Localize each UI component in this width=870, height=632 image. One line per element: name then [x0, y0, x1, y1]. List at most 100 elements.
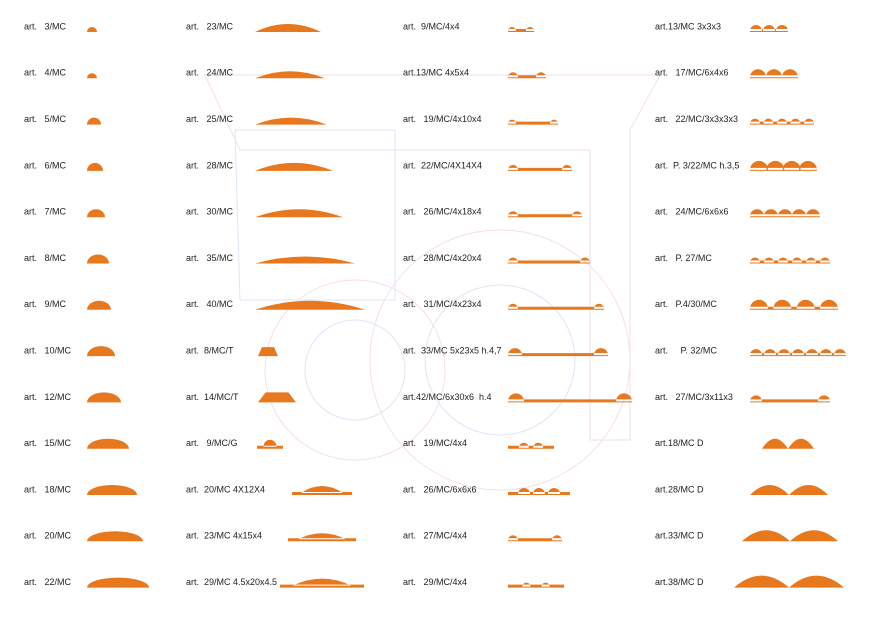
profile-label: art. 19/MC/4x4 [403, 438, 467, 448]
profile-label: art. 14/MC/T [186, 392, 239, 402]
profile-label: art.42/MC/6x30x6 h.4 [403, 392, 492, 402]
profile-label: art. 28/MC/4x20x4 [403, 253, 482, 263]
profile-label: art. 7/MC [24, 207, 67, 217]
profile-label: art.13/MC 3x3x3 [655, 21, 721, 31]
profile-label: art. 10/MC [24, 345, 72, 355]
profile-drawing [750, 395, 831, 403]
profile-label: art. 26/MC/6x6x6 [403, 484, 477, 494]
profile-label: art. 9/MC [24, 299, 67, 309]
profile-label: art. 35/MC [186, 253, 234, 263]
profile-label: art. 9/MC/G [186, 438, 238, 448]
profile-label: art. 40/MC [186, 299, 234, 309]
profile-drawing [762, 438, 814, 449]
profile-drawing [87, 300, 111, 310]
profile-drawing [750, 209, 820, 218]
profile-drawing [87, 577, 149, 588]
profile-drawing [508, 164, 572, 171]
profile-drawing [292, 486, 352, 495]
profile-drawing [508, 303, 604, 310]
profile-drawing [750, 349, 846, 357]
profile-label: art. 22/MC [24, 577, 72, 587]
profile-label: art. 12/MC [24, 392, 72, 402]
profile-drawing [258, 392, 296, 403]
profile-drawing [750, 257, 830, 264]
profile-label: art. 15/MC [24, 438, 72, 448]
profile-drawing [508, 442, 554, 449]
profile-label: art. 26/MC/4x18x4 [403, 207, 482, 217]
profile-label: art. 3/MC [24, 21, 67, 31]
profile-drawing [87, 392, 121, 403]
profile-drawing [508, 257, 590, 264]
profile-drawing [508, 582, 564, 588]
profile-label: art. 18/MC [24, 484, 72, 494]
profile-drawing [87, 162, 103, 171]
profile-label: art. 20/MC 4X12X4 [186, 484, 265, 494]
profile-drawing [87, 27, 97, 32]
profile-label: art. 24/MC [186, 68, 234, 78]
profile-drawing [87, 531, 143, 542]
profile-label: art. P. 32/MC [655, 345, 717, 355]
profile-drawing [750, 118, 814, 125]
profile-label: art. 17/MC/6x4x6 [655, 68, 729, 78]
profile-drawing [508, 393, 632, 403]
profile-drawing [87, 438, 129, 449]
profile-drawing [508, 72, 546, 79]
profile-label: art.38/MC D [655, 577, 704, 587]
profile-drawing [750, 299, 838, 310]
profile-label: art. 6/MC [24, 160, 67, 170]
profile-drawing [750, 25, 788, 32]
profile-label: art. 20/MC [24, 531, 72, 541]
profile-drawing [742, 530, 838, 542]
profile-drawing [508, 348, 608, 357]
profile-label: art. 29/MC 4.5x20x4.5 [186, 577, 277, 587]
profile-label: art. 25/MC [186, 114, 234, 124]
profile-drawing [87, 117, 101, 125]
profile-drawing [280, 578, 364, 588]
profile-label: art. 28/MC [186, 160, 234, 170]
profile-label: art. 30/MC [186, 207, 234, 217]
profile-drawing [255, 117, 327, 125]
profile-label: art. 27/MC/3x11x3 [655, 392, 733, 402]
profile-label: art. 22/MC/3x3x3x3 [655, 114, 738, 124]
profile-drawing [508, 211, 582, 218]
profile-drawing [87, 346, 115, 357]
profile-drawing [508, 119, 558, 125]
profile-label: art. P. 3/22/MC h.3,5 [655, 160, 739, 170]
profile-label: art.28/MC D [655, 484, 704, 494]
profile-label: art.33/MC D [655, 531, 704, 541]
profile-drawing [255, 24, 321, 32]
profile-label: art. 8/MC [24, 253, 67, 263]
profile-label: art. 24/MC/6x6x6 [655, 207, 729, 217]
profile-label: art. P.4/30/MC [655, 299, 717, 309]
profile-drawing [257, 439, 283, 449]
profile-label: art. 19/MC/4x10x4 [403, 114, 482, 124]
profile-label: art. 23/MC [186, 21, 234, 31]
profile-label: art. 23/MC 4x15x4 [186, 531, 262, 541]
profile-drawing [734, 575, 844, 588]
profile-drawing [508, 27, 534, 32]
profile-label: art.13/MC 4x5x4 [403, 68, 469, 78]
profile-label: art. 9/MC/4x4 [403, 21, 460, 31]
profile-label: art. 33/MC 5x23x5 h.4,7 [403, 345, 502, 355]
profile-drawing [87, 485, 137, 495]
profile-label: art. 5/MC [24, 114, 67, 124]
profile-drawing [258, 347, 278, 357]
profile-drawing [87, 209, 105, 218]
profile-label: art. 4/MC [24, 68, 67, 78]
profile-label: art. P. 27/MC [655, 253, 712, 263]
profile-drawing [255, 300, 365, 310]
profile-label: art. 31/MC/4x23x4 [403, 299, 482, 309]
profile-label: art. 27/MC/4x4 [403, 531, 467, 541]
profile-drawing [255, 71, 325, 79]
profile-drawing [255, 256, 355, 264]
profile-drawing [288, 533, 356, 542]
profile-drawing [750, 160, 817, 171]
watermark-logo [204, 74, 661, 491]
profile-label: art. 22/MC/4X14X4 [403, 160, 482, 170]
profile-drawing [750, 69, 798, 79]
profile-drawing [508, 535, 562, 542]
profile-drawing [750, 485, 828, 495]
profile-drawing [87, 73, 97, 79]
profile-label: art. 8/MC/T [186, 345, 234, 355]
